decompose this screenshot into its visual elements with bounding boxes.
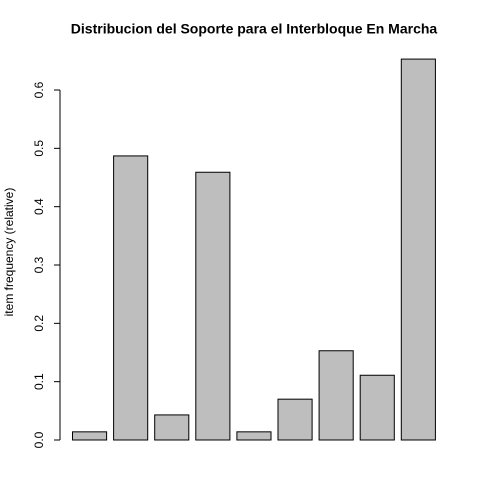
y-tick-label: 0.3 xyxy=(32,256,46,273)
bar xyxy=(318,350,354,441)
bar xyxy=(236,431,272,441)
y-tick-label: 0.5 xyxy=(32,140,46,157)
bar xyxy=(400,58,436,441)
y-tick-label: 0.4 xyxy=(32,198,46,215)
bar xyxy=(154,414,190,441)
chart-title: Distribucion del Soporte para el Interbl… xyxy=(71,21,438,37)
bar xyxy=(359,374,395,441)
y-tick-label: 0.6 xyxy=(32,81,46,98)
bar xyxy=(277,398,313,441)
y-tick-label: 0.1 xyxy=(32,373,46,390)
y-axis-label: item frequency (relative) xyxy=(2,188,16,317)
y-tick-label: 0.2 xyxy=(32,315,46,332)
y-tick-label: 0.0 xyxy=(32,431,46,448)
bar xyxy=(113,155,149,441)
bar xyxy=(195,171,231,441)
bar xyxy=(71,431,108,441)
